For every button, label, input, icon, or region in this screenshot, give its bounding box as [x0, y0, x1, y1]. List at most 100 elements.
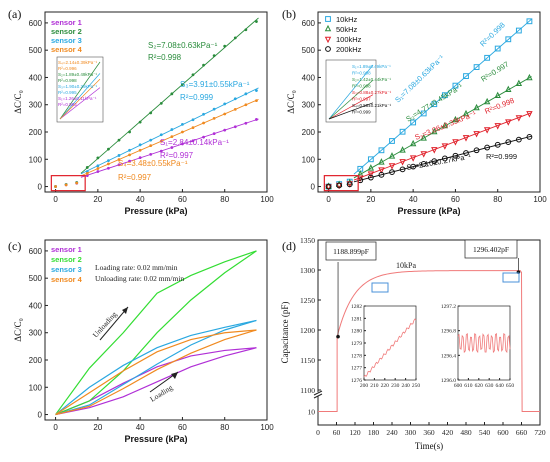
data-point — [526, 134, 533, 140]
legend-label: 200kHz — [336, 45, 362, 54]
x-tick-label: 600 — [497, 428, 509, 437]
data-point — [107, 162, 110, 166]
zoom-box — [371, 282, 389, 293]
x-tick-label: 540 — [479, 428, 491, 437]
data-point — [75, 181, 79, 185]
x-axis-label: Pressure (kPa) — [397, 206, 460, 216]
data-point — [212, 116, 216, 120]
data-point — [181, 130, 184, 134]
unloading-curve — [55, 250, 257, 415]
fit-line — [80, 98, 259, 177]
inset-x-tick-label: 600 — [454, 383, 463, 389]
panel-label: (d) — [282, 239, 296, 253]
x-tick-label: 660 — [516, 428, 528, 437]
data-point — [96, 164, 100, 168]
inset-annotation: S₄=2.14±0.39kPa⁻¹ — [58, 60, 98, 65]
data-point — [505, 85, 512, 93]
data-point — [431, 147, 438, 154]
x-tick-label: 0 — [326, 195, 331, 204]
unloading-arrow-head — [122, 307, 128, 314]
inset-fit-line — [328, 64, 374, 120]
fit-annotation: R²=0.999 — [486, 152, 517, 161]
capacitance-trace — [318, 270, 540, 412]
data-point — [378, 167, 385, 174]
x-tick-label: 0 — [316, 428, 320, 437]
data-point — [244, 103, 248, 107]
fit-annotation: S₁=2.84±0.14kPa⁻¹ — [160, 138, 229, 147]
data-point — [452, 82, 459, 89]
data-point — [452, 115, 459, 123]
data-point — [336, 182, 343, 189]
data-point — [170, 128, 174, 131]
fit-annotation: S₂=7.08±0.63kPa⁻¹ — [148, 41, 218, 50]
callout-box — [325, 241, 377, 261]
data-point — [255, 118, 258, 121]
data-point — [494, 45, 501, 52]
x-tick-label: 20 — [93, 423, 102, 432]
data-point — [149, 111, 153, 115]
legend-label: sensor 3 — [51, 265, 82, 274]
plot-frame — [317, 11, 541, 193]
data-point — [473, 103, 480, 111]
data-point — [399, 166, 406, 173]
data-point — [378, 158, 385, 165]
data-point — [515, 27, 522, 34]
inset-annotation: R²=0.995 — [58, 90, 77, 95]
x-tick-label: 480 — [460, 428, 472, 437]
y-tick-label: 400 — [29, 73, 43, 82]
x-tick-label: 60 — [178, 423, 187, 432]
data-point — [128, 159, 131, 163]
inset-fit-line — [59, 78, 101, 120]
inset-fit-line — [328, 79, 374, 120]
y-tick-label: 0 — [311, 183, 316, 192]
inset-x-tick-label: 220 — [381, 383, 390, 389]
data-point — [128, 130, 131, 134]
x-tick-label: 100 — [260, 423, 274, 432]
y-tick-label: 100 — [29, 155, 43, 164]
data-point — [223, 112, 227, 116]
data-point — [159, 101, 163, 105]
data-point — [138, 156, 142, 160]
inset-x-tick-label: 240 — [401, 383, 410, 389]
y-axis-label: ΔC/C₀ — [13, 318, 23, 341]
data-point — [149, 138, 153, 142]
legend-label: 10kHz — [336, 15, 358, 24]
data-point — [107, 166, 110, 170]
axis-break — [313, 393, 323, 399]
x-tick-label: 80 — [220, 195, 229, 204]
legend-label: sensor 4 — [51, 275, 83, 284]
data-point — [431, 127, 438, 135]
data-point — [367, 171, 375, 178]
rate-label: Unloading rate: 0.02 mm/min — [95, 274, 184, 283]
callout-value: 1188.899pF — [333, 247, 369, 256]
legend-label: sensor 2 — [51, 255, 82, 264]
data-point — [389, 169, 395, 175]
inset-annotation: R²=0.993 — [58, 102, 77, 107]
data-point — [399, 159, 406, 166]
axis-break — [313, 390, 323, 396]
data-point — [515, 136, 522, 143]
data-point — [117, 154, 121, 157]
x-tick-label: 100 — [260, 195, 274, 204]
fit-annotation: S₃=3.91±0.55kPa⁻¹ — [180, 80, 250, 89]
data-point — [462, 135, 470, 142]
inset-annotation: R²=0.999 — [352, 110, 371, 115]
data-point — [96, 167, 100, 170]
legend-label: 100kHz — [336, 35, 362, 44]
y-tick-label: 300 — [29, 329, 43, 338]
x-tick-label: 40 — [136, 195, 145, 204]
inset-annotation: R²=0.997 — [352, 97, 371, 102]
plot-frame — [44, 239, 268, 421]
data-point — [409, 155, 417, 162]
x-tick-label: 300 — [405, 428, 417, 437]
data-point — [138, 120, 142, 124]
x-axis-label: Pressure (kPa) — [124, 434, 187, 444]
inset-trace — [457, 332, 511, 354]
data-point — [128, 148, 131, 152]
data-point — [388, 152, 396, 159]
fit-line — [80, 118, 259, 178]
inset-y-tick-label: 1281 — [351, 316, 362, 322]
panel-c: 0 20 40 60 80 100 0 100 200 300 400 500 600 Pressure … — [8, 239, 274, 444]
y-tick-label: 200 — [29, 128, 43, 137]
